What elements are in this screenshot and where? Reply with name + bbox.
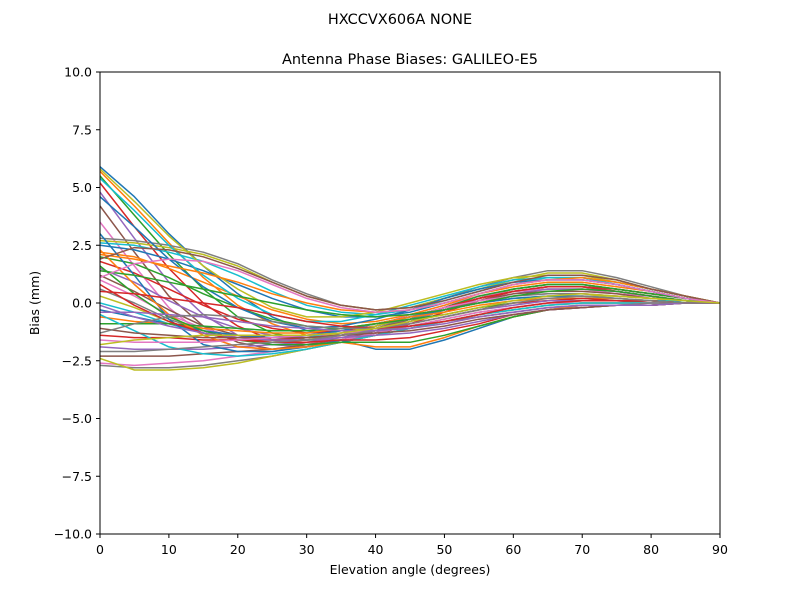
series-line-44 xyxy=(100,302,720,332)
y-tick-label: 2.5 xyxy=(72,238,92,253)
series-line-42 xyxy=(100,269,720,318)
series-line-43 xyxy=(100,290,720,330)
series-line-45 xyxy=(100,246,720,311)
y-tick-label: −7.5 xyxy=(62,469,92,484)
chart-title: Antenna Phase Biases: GALILEO-E5 xyxy=(282,52,538,68)
x-axis-label: Elevation angle (degrees) xyxy=(330,562,491,577)
chart-suptitle: HXCCVX606A NONE xyxy=(328,12,472,28)
y-tick-label: −5.0 xyxy=(62,411,92,426)
y-tick-label: 0.0 xyxy=(72,296,92,311)
x-tick-label: 70 xyxy=(574,542,590,557)
y-tick-label: 7.5 xyxy=(72,122,92,137)
x-tick-label: 60 xyxy=(505,542,521,557)
x-tick-label: 20 xyxy=(230,542,246,557)
x-axis: 0 10 20 30 40 50 60 70 80 90 xyxy=(96,534,728,557)
x-tick-label: 30 xyxy=(299,542,315,557)
series-line-46 xyxy=(100,258,720,313)
y-axis: −10.0 −7.5 −5.0 −2.5 0.0 2.5 5.0 7.5 10.0 xyxy=(54,65,100,542)
y-tick-label: 10.0 xyxy=(64,65,92,80)
x-tick-label: 0 xyxy=(96,542,104,557)
series-line-47 xyxy=(100,295,720,334)
x-tick-label: 80 xyxy=(643,542,659,557)
series-layer xyxy=(100,166,720,371)
y-tick-label: −10.0 xyxy=(54,527,92,542)
y-tick-label: −2.5 xyxy=(62,353,92,368)
y-tick-label: 5.0 xyxy=(72,180,92,195)
y-axis-label: Bias (mm) xyxy=(27,271,42,335)
x-tick-label: 40 xyxy=(368,542,384,557)
x-tick-label: 50 xyxy=(436,542,452,557)
x-tick-label: 10 xyxy=(161,542,177,557)
series-line-48 xyxy=(100,293,720,346)
x-tick-label: 90 xyxy=(712,542,728,557)
